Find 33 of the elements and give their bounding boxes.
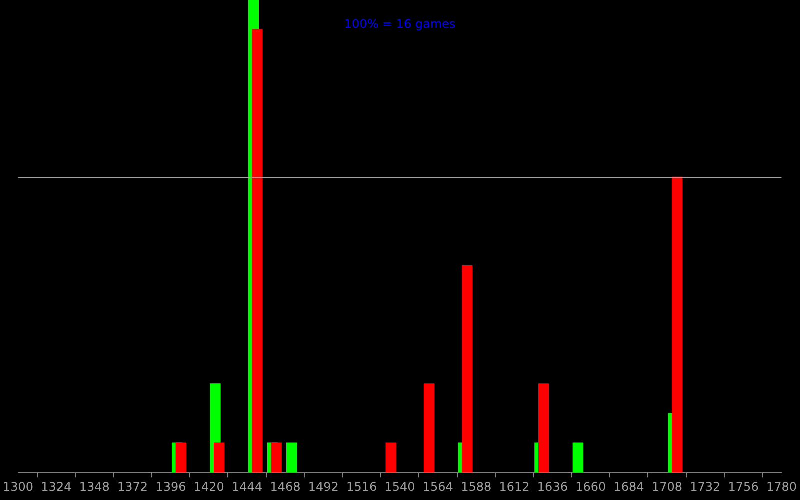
x-tick-label: 1612 bbox=[499, 480, 530, 494]
x-tick-label: 1588 bbox=[461, 480, 492, 494]
x-tick-label: 1732 bbox=[690, 480, 721, 494]
bar bbox=[462, 266, 473, 473]
x-tick-label: 1492 bbox=[308, 480, 339, 494]
x-tick-label: 1660 bbox=[576, 480, 606, 494]
x-tick-label: 1564 bbox=[422, 480, 454, 494]
x-tick-label: 1684 bbox=[614, 480, 644, 494]
annotation: 100% = 16 games bbox=[344, 17, 456, 32]
x-tick-label: 1372 bbox=[118, 480, 148, 494]
bar bbox=[424, 384, 435, 473]
x-tick-label: 1348 bbox=[79, 480, 110, 494]
x-tick-label: 1324 bbox=[41, 480, 72, 494]
bar bbox=[252, 29, 263, 473]
x-tick-label: 1444 bbox=[232, 480, 263, 494]
bar bbox=[672, 176, 683, 473]
x-tick-label: 1756 bbox=[728, 480, 759, 494]
bar bbox=[214, 442, 225, 473]
bar bbox=[271, 442, 282, 473]
x-tick-label: 1468 bbox=[270, 480, 301, 494]
x-tick-label: 1420 bbox=[194, 480, 224, 494]
bar bbox=[386, 442, 396, 473]
x-tick-label: 1300 bbox=[2, 480, 34, 494]
x-tick-label: 1540 bbox=[384, 480, 416, 494]
x-tick-label: 1516 bbox=[346, 480, 378, 494]
x-tick-label: 1636 bbox=[537, 480, 568, 494]
bar bbox=[286, 442, 298, 473]
bar bbox=[176, 442, 186, 473]
x-tick-label: 1396 bbox=[156, 480, 186, 494]
bar bbox=[572, 442, 584, 473]
x-tick-label: 1708 bbox=[652, 480, 682, 494]
x-tick-label: 1780 bbox=[766, 480, 798, 494]
bar bbox=[538, 384, 550, 473]
